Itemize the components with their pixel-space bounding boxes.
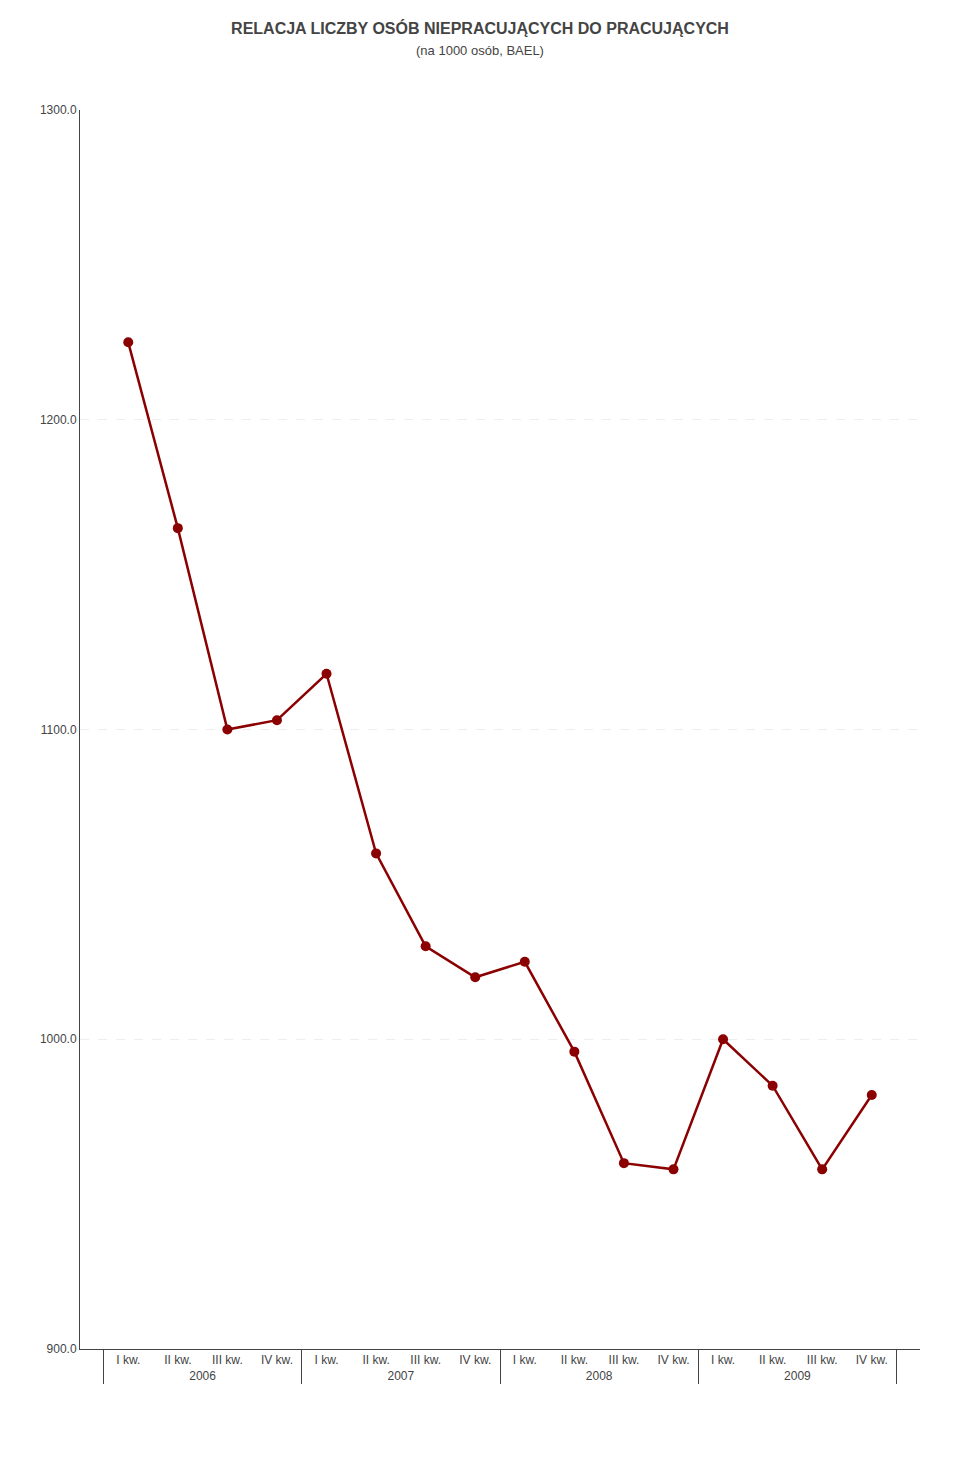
svg-text:1200.0: 1200.0 bbox=[40, 413, 77, 427]
svg-text:RELACJA LICZBY OSÓB NIEPRACUJĄ: RELACJA LICZBY OSÓB NIEPRACUJĄCYCH DO PR… bbox=[231, 19, 729, 58]
svg-text:III kw.: III kw. bbox=[609, 1353, 640, 1367]
svg-text:IV kw.: IV kw. bbox=[261, 1353, 293, 1367]
svg-text:2006: 2006 bbox=[189, 1369, 216, 1383]
svg-text:III kw.: III kw. bbox=[410, 1353, 441, 1367]
svg-text:900.0: 900.0 bbox=[47, 1342, 77, 1356]
svg-text:IV kw.: IV kw. bbox=[856, 1353, 888, 1367]
svg-text:2009: 2009 bbox=[784, 1369, 811, 1383]
svg-text:1300.0: 1300.0 bbox=[40, 103, 77, 117]
svg-text:I kw.: I kw. bbox=[116, 1353, 140, 1367]
svg-text:III kw.: III kw. bbox=[212, 1353, 243, 1367]
svg-text:1000.0: 1000.0 bbox=[40, 1032, 77, 1046]
svg-text:II kw.: II kw. bbox=[561, 1353, 588, 1367]
svg-text:1100.0: 1100.0 bbox=[41, 723, 77, 737]
svg-text:I kw.: I kw. bbox=[513, 1353, 537, 1367]
svg-text:III kw.: III kw. bbox=[807, 1353, 838, 1367]
svg-text:2008: 2008 bbox=[586, 1369, 613, 1383]
svg-text:II kw.: II kw. bbox=[362, 1353, 389, 1367]
svg-text:2007: 2007 bbox=[388, 1369, 415, 1383]
svg-text:I kw.: I kw. bbox=[315, 1353, 339, 1367]
svg-text:IV kw.: IV kw. bbox=[657, 1353, 689, 1367]
svg-text:II kw.: II kw. bbox=[759, 1353, 786, 1367]
svg-text:I kw.: I kw. bbox=[711, 1353, 735, 1367]
svg-text:II kw.: II kw. bbox=[164, 1353, 191, 1367]
svg-text:IV kw.: IV kw. bbox=[459, 1353, 491, 1367]
